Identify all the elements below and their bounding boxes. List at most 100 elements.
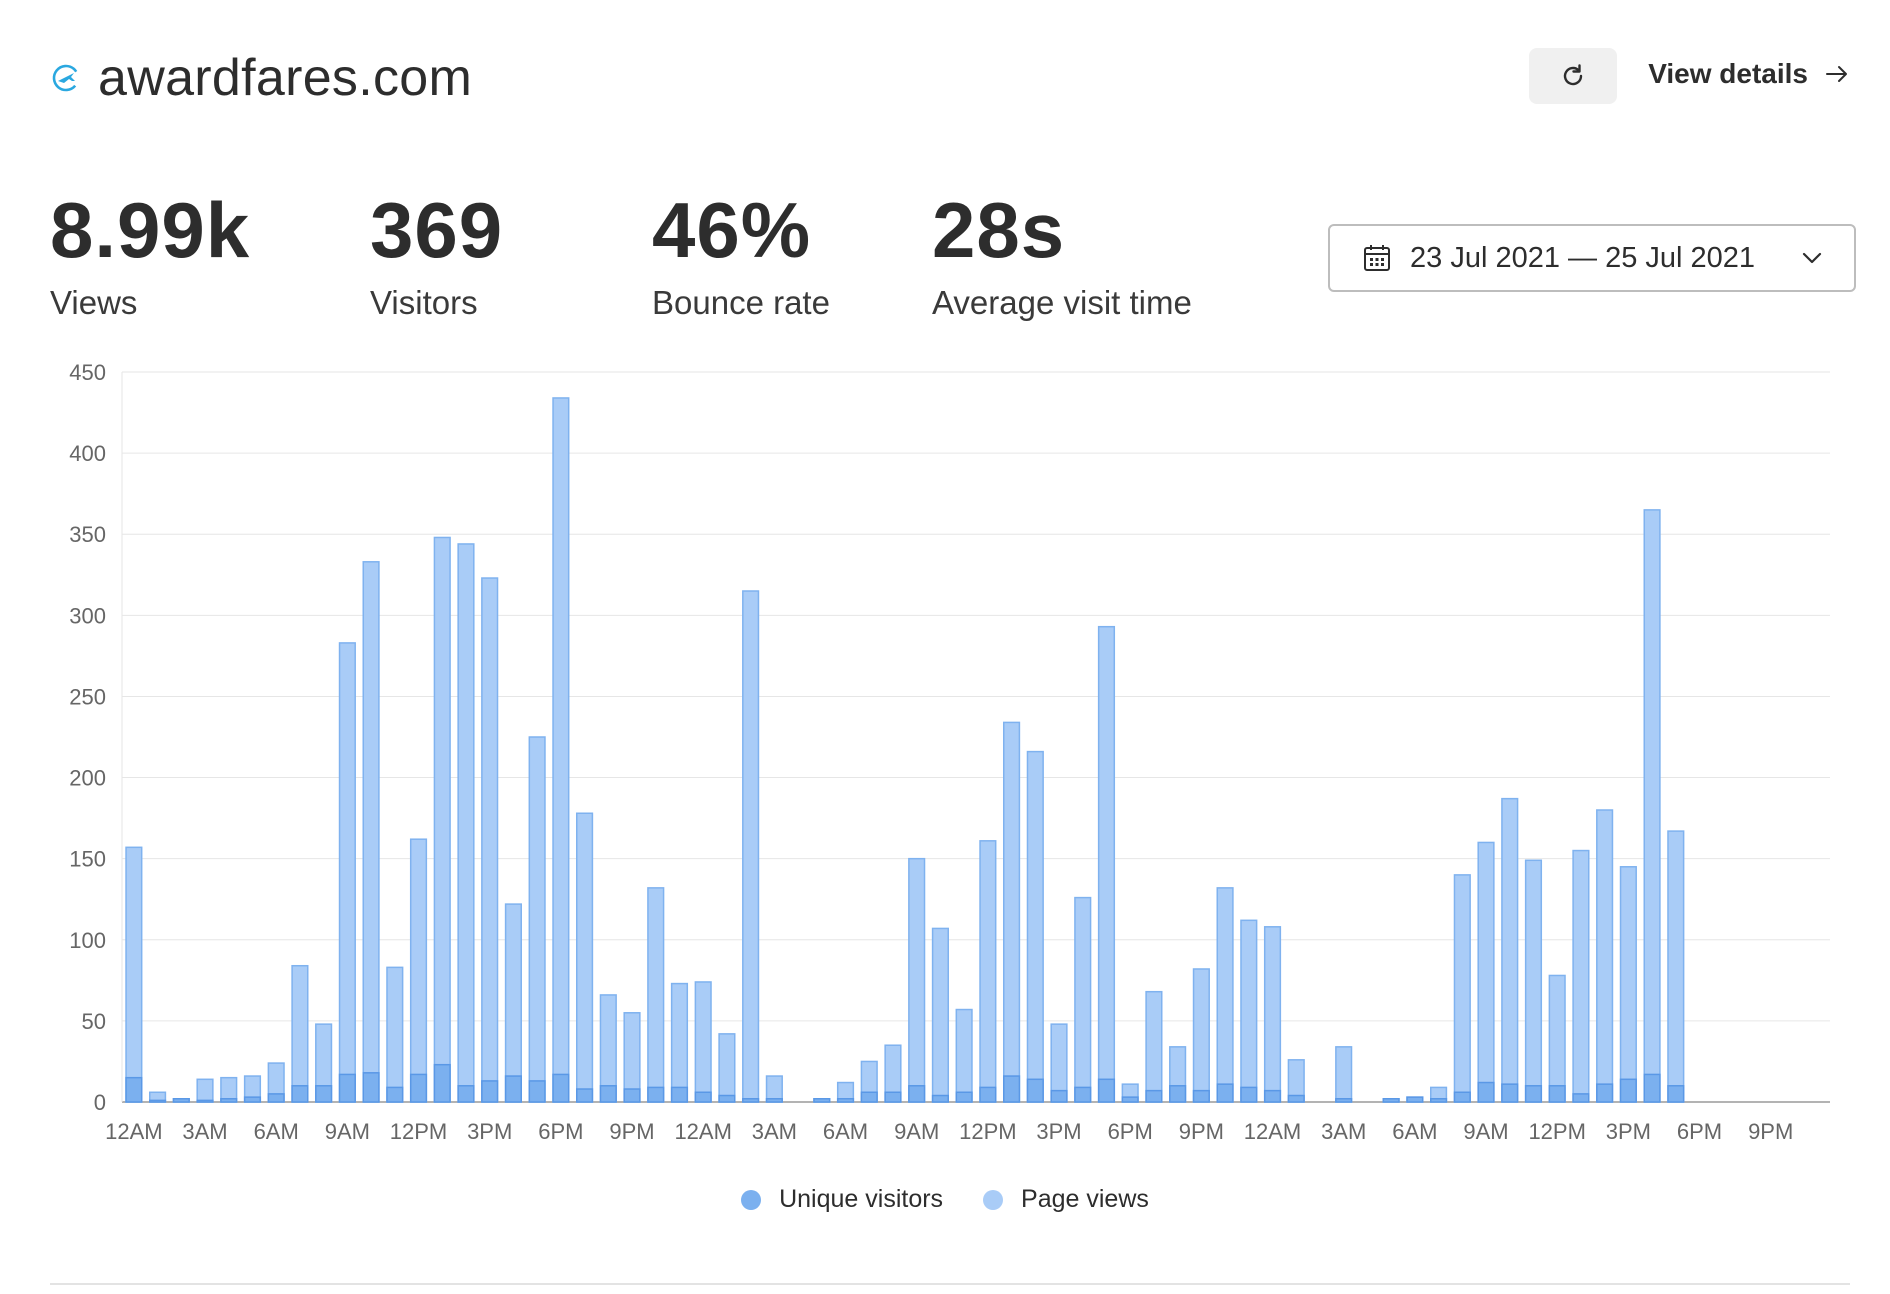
x-tick-label: 9PM — [1179, 1119, 1224, 1144]
y-tick-label: 50 — [82, 1009, 106, 1034]
bar-unique-visitors — [1026, 1078, 1044, 1103]
x-tick-label: 3PM — [467, 1119, 512, 1144]
bar-unique-visitors — [220, 1098, 238, 1103]
bar-page-views — [955, 1008, 973, 1103]
bar-unique-visitors — [1145, 1089, 1163, 1103]
stat-views: 8.99k Views — [50, 190, 250, 322]
bar-page-views — [1501, 797, 1519, 1103]
bar-unique-visitors — [1524, 1085, 1543, 1103]
date-range-label: 23 Jul 2021 — 25 Jul 2021 — [1410, 241, 1756, 274]
x-tick-label: 6AM — [823, 1119, 868, 1144]
view-details-link[interactable]: View details — [1648, 58, 1850, 90]
bar-unique-visitors — [1003, 1075, 1021, 1103]
x-tick-label: 12AM — [105, 1119, 162, 1144]
x-tick-label: 3AM — [182, 1119, 227, 1144]
arrow-right-icon — [1826, 66, 1847, 82]
bar-page-views — [1026, 750, 1044, 1103]
bar-page-views — [1192, 968, 1210, 1103]
bar-page-views — [1548, 974, 1566, 1103]
bar-page-views — [1263, 926, 1282, 1103]
stat-avg-visit-time: 28s Average visit time — [932, 190, 1192, 322]
legend-item-page-views[interactable]: Page views — [983, 1185, 1149, 1214]
y-tick-label: 350 — [69, 522, 106, 547]
calendar-icon — [1364, 245, 1390, 271]
bar-page-views — [504, 903, 522, 1103]
bar-unique-visitors — [765, 1098, 783, 1103]
bar-unique-visitors — [409, 1073, 428, 1103]
bar-page-views — [1477, 841, 1495, 1103]
bar-page-views — [1643, 509, 1661, 1103]
x-tick-label: 12AM — [1244, 1119, 1301, 1144]
bar-unique-visitors — [1406, 1096, 1424, 1103]
bar-page-views — [979, 840, 997, 1103]
bar-unique-visitors — [694, 1091, 712, 1103]
x-tick-label: 12PM — [390, 1119, 447, 1144]
legend-swatch — [983, 1189, 1004, 1210]
chevron-down-icon — [1802, 252, 1822, 264]
bar-unique-visitors — [599, 1085, 617, 1103]
bar-page-views — [670, 982, 689, 1103]
y-tick-label: 200 — [69, 766, 106, 791]
y-tick-label: 450 — [69, 360, 106, 385]
bar-unique-visitors — [836, 1098, 855, 1103]
legend-label: Unique visitors — [779, 1185, 944, 1213]
bar-unique-visitors — [196, 1099, 214, 1103]
x-tick-label: 12AM — [674, 1119, 731, 1144]
y-tick-label: 400 — [69, 441, 106, 466]
bar-page-views — [1335, 1046, 1353, 1103]
bar-unique-visitors — [528, 1080, 546, 1103]
bar-unique-visitors — [1216, 1083, 1234, 1103]
stat-value: 369 — [370, 186, 504, 274]
y-tick-label: 300 — [69, 603, 106, 628]
x-tick-label: 6PM — [1677, 1119, 1722, 1144]
x-tick-label: 6AM — [1392, 1119, 1437, 1144]
bar-unique-visitors — [291, 1085, 309, 1103]
bar-unique-visitors — [1643, 1073, 1661, 1103]
bar-unique-visitors — [979, 1086, 997, 1103]
bar-unique-visitors — [267, 1093, 285, 1103]
stat-label: Bounce rate — [652, 284, 830, 321]
bar-unique-visitors — [1050, 1089, 1068, 1103]
bar-unique-visitors — [1430, 1098, 1448, 1103]
x-tick-label: 6PM — [1108, 1119, 1153, 1144]
date-range-picker[interactable]: 23 Jul 2021 — 25 Jul 2021 — [1328, 224, 1856, 292]
x-tick-label: 6PM — [538, 1119, 583, 1144]
bar-unique-visitors — [1453, 1091, 1471, 1103]
x-tick-label: 12PM — [1528, 1119, 1585, 1144]
bar-unique-visitors — [1477, 1081, 1495, 1103]
bar-page-views — [291, 964, 309, 1103]
bar-unique-visitors — [1572, 1093, 1590, 1103]
bar-unique-visitors — [1548, 1085, 1566, 1103]
bar-page-views — [931, 927, 949, 1103]
x-tick-label: 9PM — [1748, 1119, 1793, 1144]
bar-unique-visitors — [742, 1098, 760, 1103]
bar-page-views — [338, 642, 356, 1103]
bar-unique-visitors — [1382, 1098, 1400, 1103]
header: awardfares.com View details — [50, 40, 1850, 120]
bar-page-views — [694, 981, 712, 1103]
bar-unique-visitors — [552, 1073, 570, 1103]
bar-page-views — [576, 812, 594, 1103]
chart-legend: Unique visitors Page views — [0, 1185, 1890, 1214]
bar-page-views — [1453, 874, 1471, 1103]
legend-label: Page views — [1021, 1185, 1149, 1213]
bar-page-views — [742, 590, 760, 1103]
bar-page-views — [457, 543, 475, 1103]
bar-unique-visitors — [813, 1098, 831, 1103]
bar-page-views — [1596, 809, 1614, 1103]
bar-page-views — [1097, 625, 1116, 1103]
bar-unique-visitors — [1074, 1086, 1092, 1103]
bar-page-views — [718, 1033, 736, 1103]
x-tick-label: 9AM — [1463, 1119, 1508, 1144]
legend-item-unique-visitors[interactable]: Unique visitors — [741, 1185, 943, 1214]
x-tick-label: 6AM — [254, 1119, 299, 1144]
legend-swatch — [741, 1189, 762, 1210]
refresh-button[interactable] — [1529, 48, 1617, 104]
stat-label: Average visit time — [932, 284, 1192, 321]
bar-page-views — [1619, 866, 1637, 1103]
refresh-icon — [1563, 64, 1583, 86]
bar-page-views — [1003, 721, 1021, 1103]
bar-unique-visitors — [860, 1091, 878, 1103]
stats-row: 8.99k Views 369 Visitors 46% Bounce rate… — [50, 190, 1300, 330]
site-name[interactable]: awardfares.com — [98, 49, 473, 107]
